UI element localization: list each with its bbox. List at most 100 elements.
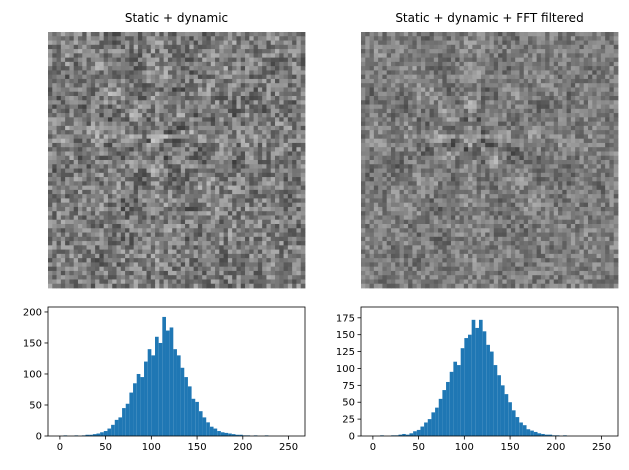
image-pixel [112,44,117,50]
image-pixel [129,262,135,268]
image-pixel [365,74,370,80]
image-pixel [73,232,79,238]
image-pixel [249,241,254,246]
image-pixel [498,108,503,114]
image-pixel [253,172,259,178]
image-pixel [206,130,212,135]
image-pixel [193,57,199,63]
image-pixel [373,104,379,110]
image-pixel [65,57,70,63]
image-pixel [253,70,259,76]
image-pixel [189,57,195,63]
image-pixel [193,262,199,268]
image-pixel [523,125,529,131]
image-pixel [300,36,306,41]
image-pixel [167,266,173,272]
image-pixel [176,138,182,144]
image-pixel [588,74,593,80]
image-pixel [223,194,229,199]
image-pixel [227,130,233,135]
image-pixel [232,249,237,255]
image-pixel [266,125,272,131]
image-pixel [562,57,567,63]
image-pixel [549,117,555,122]
image-pixel [206,117,212,122]
image-pixel [227,121,233,127]
image-pixel [296,100,302,105]
image-pixel [425,49,430,54]
image-pixel [386,53,392,58]
image-pixel [450,100,456,105]
image-pixel [103,70,109,76]
image-pixel [219,168,225,174]
image-pixel [82,104,87,110]
image-pixel [219,266,225,272]
image-pixel [279,172,284,178]
image-pixel [146,232,152,238]
image-pixel [463,40,469,46]
image-pixel [112,108,117,114]
image-pixel [112,258,117,263]
image-pixel [416,78,422,84]
image-pixel [558,70,563,76]
image-pixel [180,117,186,122]
image-pixel [163,258,169,263]
image-pixel [210,283,216,289]
image-pixel [390,57,396,63]
image-pixel [227,151,233,157]
image-pixel [296,283,302,289]
image-pixel [116,202,122,208]
image-pixel [459,91,465,97]
image-pixel [236,49,242,54]
image-pixel [172,160,177,165]
image-pixel [125,270,130,276]
image-pixel [90,279,96,285]
image-pixel [193,224,199,229]
image-pixel [416,100,422,105]
image-pixel [99,241,105,246]
image-pixel [588,87,593,93]
image-pixel [48,66,53,71]
image-pixel [163,70,169,76]
image-pixel [90,258,96,263]
image-pixel [412,32,418,37]
image-pixel [446,96,452,101]
image-pixel [412,74,418,80]
image-pixel [82,279,87,285]
image-pixel [253,61,259,67]
image-pixel [476,117,482,122]
image-pixel [236,185,242,191]
image-pixel [257,125,263,131]
image-pixel [197,78,203,84]
image-pixel [395,32,400,37]
image-pixel [48,40,53,46]
image-pixel [425,66,430,71]
image-pixel [292,78,297,84]
image-pixel [142,113,147,118]
image-pixel [90,113,96,118]
image-pixel [253,121,259,127]
image-pixel [73,66,79,71]
image-pixel [125,245,130,250]
image-pixel [120,236,126,242]
image-pixel [287,147,293,152]
image-pixel [103,249,109,255]
image-pixel [253,189,259,195]
image-pixel [433,96,439,101]
image-pixel [489,108,495,114]
image-pixel [523,117,529,122]
image-pixel [523,87,529,93]
image-pixel [442,87,448,93]
image-pixel [206,151,212,157]
image-pixel [107,155,113,161]
image-pixel [287,245,293,250]
image-pixel [146,74,152,80]
image-pixel [48,142,53,148]
image-pixel [189,74,195,80]
image-pixel [219,96,225,101]
image-pixel [545,36,550,41]
image-pixel [257,198,263,204]
image-pixel [103,100,109,105]
image-pixel [180,53,186,58]
image-pixel [99,155,105,161]
